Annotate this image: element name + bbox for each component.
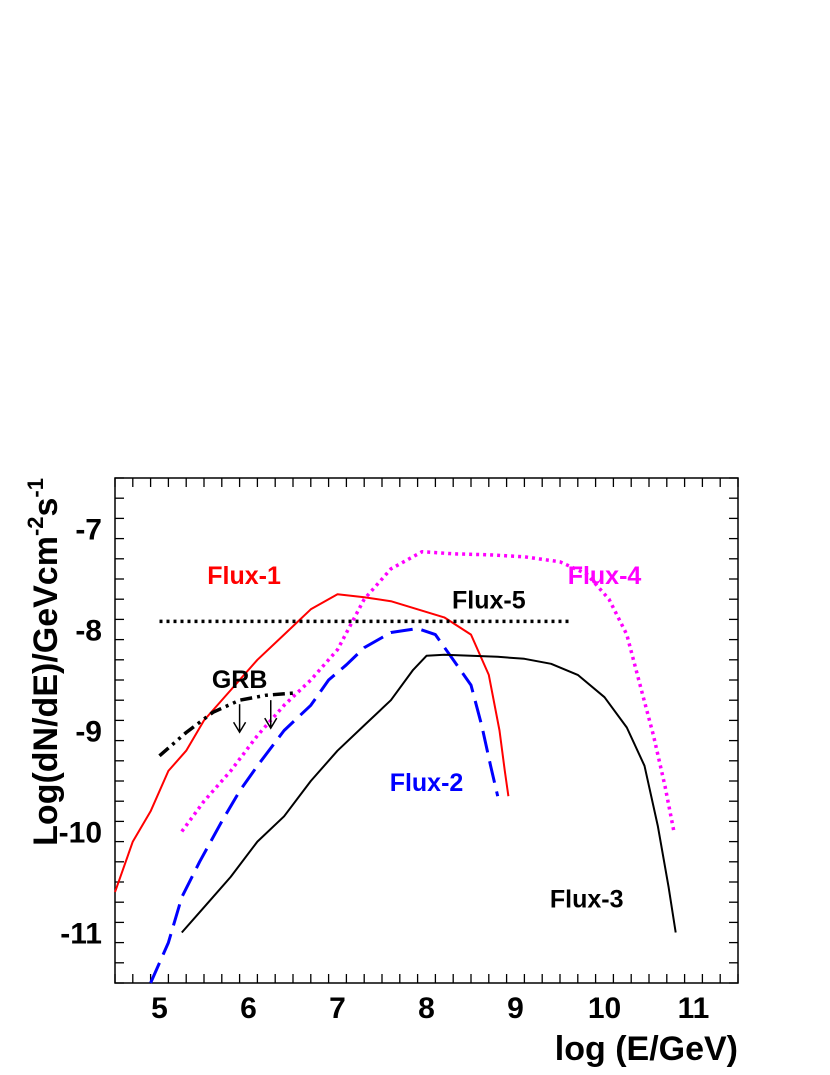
x-tick-label: 9 <box>507 992 524 1025</box>
series-label-flux-3: Flux-3 <box>550 885 624 913</box>
y-tick-label: -7 <box>75 514 102 547</box>
y-axis-title: Log(dN/dE)/GeVcm-2s-1 <box>23 478 65 846</box>
x-tick-label: 11 <box>678 992 710 1025</box>
y-tick-label: -9 <box>75 716 102 749</box>
series-line-flux-3 <box>181 653 677 934</box>
series-label-flux-2: Flux-2 <box>390 769 464 797</box>
x-tick-label: 6 <box>240 992 257 1025</box>
series-line-grb <box>158 691 294 758</box>
x-axis-title: log (E/GeV) <box>555 1030 738 1068</box>
plot-frame-group <box>114 477 739 984</box>
upper-limit-arrow-head <box>264 717 278 730</box>
x-tick-label: 5 <box>151 992 168 1025</box>
y-tick-label: -10 <box>59 817 102 850</box>
axis-ticks-group: 5 6 7 8 9 10 11 -7 -8 -9 -10 -11 <box>59 477 739 1025</box>
x-tick-label: 8 <box>418 992 435 1025</box>
series-group <box>114 549 677 984</box>
series-label-flux-1: Flux-1 <box>207 562 281 590</box>
series-label-flux-5: Flux-5 <box>452 586 526 614</box>
series-line-flux-4 <box>180 549 676 833</box>
annotations-group: Flux-1 Flux-2 Flux-3 Flux-4 Flux-5 GRB <box>207 562 641 913</box>
plot-frame <box>114 477 739 984</box>
series-line-flux-2 <box>149 627 500 984</box>
series-label-flux-4: Flux-4 <box>568 562 642 590</box>
y-tick-label: -11 <box>60 918 102 951</box>
upper-limit-arrow-head <box>232 721 247 734</box>
series-label-grb: GRB <box>212 666 268 694</box>
x-tick-label: 10 <box>588 992 621 1025</box>
y-tick-label: -8 <box>75 615 102 648</box>
series-line-flux-1 <box>114 593 510 893</box>
x-tick-label: 7 <box>329 992 346 1025</box>
